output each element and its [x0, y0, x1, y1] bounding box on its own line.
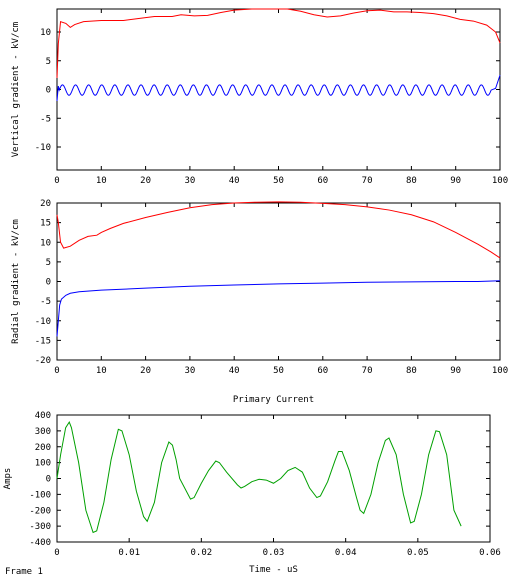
x-tick-label: 100: [492, 366, 508, 376]
y-tick-label: 5: [46, 258, 51, 268]
x-tick-label: 80: [406, 366, 417, 376]
y-axis-label: Vertical gradient - kV/cm: [11, 22, 21, 157]
x-tick-label: 70: [362, 366, 373, 376]
x-tick-label: 0.02: [190, 548, 212, 558]
x-tick-label: 0: [54, 548, 59, 558]
y-tick-label: 300: [35, 427, 51, 437]
y-tick-label: -20: [35, 356, 51, 366]
y-tick-label: -10: [35, 143, 51, 153]
y-tick-label: -300: [29, 522, 51, 532]
x-tick-label: 30: [184, 176, 195, 186]
y-tick-label: 100: [35, 459, 51, 469]
y-tick-label: -100: [29, 490, 51, 500]
series-line-3-1: [56, 421, 462, 534]
y-tick-label: -5: [40, 297, 51, 307]
frame-label: Frame 1: [5, 567, 43, 577]
x-axis-label: Time - uS: [249, 565, 298, 575]
y-tick-label: 5: [46, 57, 51, 67]
x-tick-label: 80: [406, 176, 417, 186]
x-tick-label: 100: [492, 176, 508, 186]
x-tick-label: 30: [184, 366, 195, 376]
x-tick-label: 20: [140, 366, 151, 376]
y-tick-label: 0: [46, 278, 51, 288]
series-line-2-1: [56, 201, 501, 259]
x-tick-label: 40: [229, 176, 240, 186]
x-tick-label: 40: [229, 366, 240, 376]
x-tick-label: 90: [450, 176, 461, 186]
y-axis-label: Amps: [3, 468, 13, 490]
x-tick-label: 50: [273, 366, 284, 376]
x-tick-label: 0: [54, 176, 59, 186]
x-tick-label: 50: [273, 176, 284, 186]
series-line-1-1: [56, 8, 501, 79]
y-tick-label: 20: [40, 199, 51, 209]
y-tick-label: 15: [40, 219, 51, 229]
x-tick-label: 10: [96, 366, 107, 376]
plot-frame-1: [56, 8, 501, 171]
series-line-2-2: [56, 280, 501, 337]
x-tick-label: 60: [317, 176, 328, 186]
y-axis-label: Radial gradient - kV/cm: [11, 219, 21, 344]
y-tick-label: 10: [40, 28, 51, 38]
y-tick-label: 200: [35, 443, 51, 453]
chart-title: Primary Current: [233, 395, 314, 405]
y-tick-label: -10: [35, 317, 51, 327]
x-tick-label: 0.03: [263, 548, 285, 558]
x-tick-label: 70: [362, 176, 373, 186]
y-tick-label: -200: [29, 506, 51, 516]
plot-frame-3: [56, 414, 491, 543]
x-tick-label: 90: [450, 366, 461, 376]
y-tick-label: 10: [40, 238, 51, 248]
x-tick-label: 20: [140, 176, 151, 186]
y-tick-label: -5: [40, 114, 51, 124]
x-tick-label: 0: [54, 366, 59, 376]
x-tick-label: 60: [317, 366, 328, 376]
series-line-1-2: [56, 74, 501, 102]
x-tick-label: 0.01: [118, 548, 140, 558]
x-tick-label: 10: [96, 176, 107, 186]
y-tick-label: 0: [46, 86, 51, 96]
y-tick-label: 0: [46, 475, 51, 485]
x-tick-label: 0.04: [335, 548, 357, 558]
y-tick-label: -15: [35, 336, 51, 346]
y-tick-label: -400: [29, 538, 51, 548]
x-tick-label: 0.05: [407, 548, 429, 558]
x-tick-label: 0.06: [479, 548, 501, 558]
y-tick-label: 400: [35, 411, 51, 421]
